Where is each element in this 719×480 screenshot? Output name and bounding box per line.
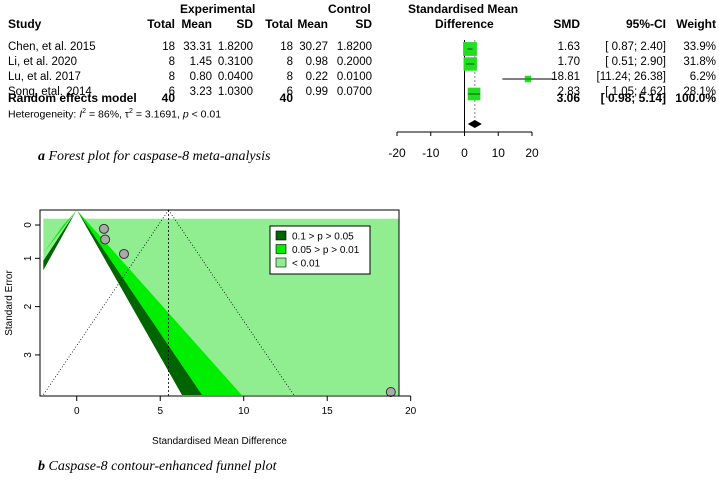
summary-total2: 40 [279, 91, 293, 105]
header-sd2: SD [355, 17, 372, 31]
header-plot-line1: Standardised Mean [408, 2, 519, 16]
cell-mean2: 0.98 [305, 56, 328, 68]
y-tick-label: 0 [23, 222, 34, 228]
cell-total2: 6 [286, 86, 293, 98]
cell-study: Song, etal. 2014 [8, 86, 92, 98]
cell-study: Chen, et al. 2015 [8, 41, 96, 53]
cell-mean1: 3.23 [189, 86, 212, 98]
forest-plot: -20 -10 0 10 20 [388, 40, 554, 160]
summary-smd: 3.06 [556, 91, 580, 105]
legend-box [269, 225, 371, 275]
y-tick-label: 2 [23, 303, 34, 309]
cell-sd1: 1.8200 [217, 41, 253, 53]
cell-ci: [ 0.51; 2.90] [605, 56, 666, 68]
cell-total1: 18 [162, 41, 175, 53]
cell-total1: 6 [168, 86, 175, 98]
cell-sd2: 0.0700 [336, 86, 372, 98]
cell-sd1: 0.3100 [217, 56, 253, 68]
region-p-01-005-right [76, 210, 203, 396]
study-point [98, 223, 109, 234]
study-point [118, 248, 129, 259]
cell-total2: 8 [286, 56, 293, 68]
cell-weight: 33.9% [683, 41, 716, 53]
cell-sd1: 0.0400 [217, 71, 253, 83]
y-tick-label: 3 [23, 352, 34, 358]
cell-weight: 6.2% [689, 71, 716, 83]
header-total2: Total [265, 17, 293, 31]
cell-total2: 18 [280, 41, 293, 53]
cell-mean1: 33.31 [183, 41, 212, 53]
cell-smd: 1.70 [557, 56, 580, 68]
cell-ci: [ 1.05; 4.62] [605, 86, 666, 98]
region-p-005-001-right [76, 210, 242, 396]
x-tick-label: -10 [422, 146, 440, 160]
x-tick-label: -20 [388, 146, 406, 160]
header-sd1: SD [236, 17, 253, 31]
header-control: Control [328, 2, 371, 16]
cell-smd: 18.81 [551, 71, 580, 83]
x-tick-label: 20 [405, 406, 417, 417]
summary-label: Random effects model [8, 91, 137, 105]
header-ci: 95%-CI [625, 17, 666, 31]
legend-swatch [275, 244, 287, 254]
header-mean1: Mean [181, 17, 212, 31]
x-tick-label: 10 [238, 406, 250, 417]
header-total1: Total [147, 17, 175, 31]
header-study: Study [8, 17, 42, 31]
cell-total1: 8 [168, 71, 175, 83]
x-tick-label: 20 [525, 146, 539, 160]
summary-total1: 40 [161, 91, 175, 105]
x-axis-title: Standardised Mean Difference [152, 436, 287, 447]
study-point [385, 387, 396, 397]
cell-mean2: 0.22 [305, 71, 328, 83]
heterogeneity-text: Heterogeneity: I2 = 86%, τ2 = 3.1691, p … [8, 108, 222, 121]
cell-total2: 8 [286, 71, 293, 83]
caption-b: b Caspase-8 contour-enhanced funnel plot [38, 459, 277, 474]
cell-sd2: 0.2000 [336, 56, 372, 68]
cell-ci: [11.24; 26.38] [596, 71, 666, 83]
summary-weight: 100.0% [675, 91, 716, 105]
cell-ci: [ 0.87; 2.40] [605, 41, 666, 53]
funnel-plot: 0 5 10 15 20 0 1 2 3 Standardised Mean Difference… [4, 209, 417, 447]
study-point [100, 234, 111, 245]
cell-mean1: 0.80 [189, 71, 212, 83]
header-plot-line2: Difference [435, 17, 494, 31]
header-weight: Weight [676, 17, 716, 31]
cell-smd: 2.83 [557, 86, 580, 98]
cell-smd: 1.63 [557, 41, 580, 53]
x-tick-label: 10 [492, 146, 506, 160]
cell-sd2: 0.0100 [336, 71, 372, 83]
cell-sd1: 1.0300 [217, 86, 253, 98]
cell-weight: 31.8% [683, 56, 716, 68]
x-tick-label: 15 [322, 406, 334, 417]
cell-mean2: 0.99 [305, 86, 328, 98]
legend-label: < 0.01 [292, 259, 321, 270]
y-tick-label: 1 [23, 255, 34, 261]
caption-a: a Forest plot for caspase-8 meta-analysi… [38, 149, 271, 164]
cell-sd2: 1.8200 [336, 41, 372, 53]
summary-ci: [ 0.98; 5.14] [600, 91, 666, 105]
region-p-gt-01 [43, 210, 182, 396]
cell-weight: 28.1% [683, 86, 716, 98]
legend-label: 0.1 > p > 0.05 [292, 232, 354, 243]
x-tick-label: 0 [74, 406, 80, 417]
x-tick-label: 0 [461, 146, 468, 160]
cell-mean2: 30.27 [299, 41, 328, 53]
x-tick-label: 5 [157, 406, 163, 417]
y-axis-title: Standard Error [4, 270, 15, 336]
header-smd: SMD [553, 17, 580, 31]
legend-label: 0.05 > p > 0.01 [292, 245, 360, 256]
legend-swatch [275, 230, 287, 241]
pooled-diamond [467, 120, 482, 128]
header-mean2: Mean [297, 17, 328, 31]
cell-study: Li, et al. 2020 [8, 56, 78, 68]
cell-total1: 8 [168, 56, 175, 68]
header-experimental: Experimental [180, 2, 256, 16]
legend-swatch [275, 257, 287, 268]
cell-study: Lu, et al. 2017 [8, 71, 81, 83]
cell-mean1: 1.45 [189, 56, 212, 68]
